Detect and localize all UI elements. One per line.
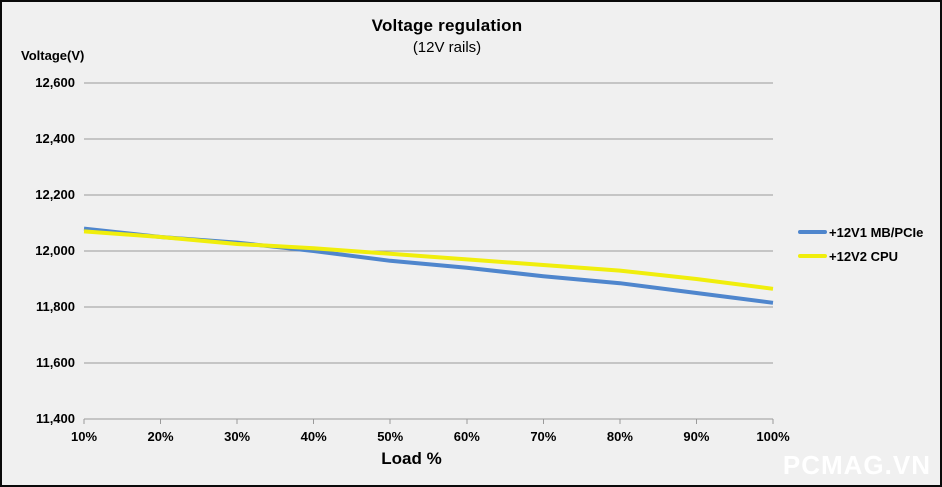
y-tick-label: 12,600 — [35, 75, 75, 90]
y-tick-label: 11,800 — [36, 299, 75, 314]
x-tick-label: 100% — [756, 429, 790, 444]
legend-item-12v2: +12V2 CPU — [798, 244, 923, 268]
series-line-12v2-cpu — [83, 229, 774, 291]
y-tick-label: 11,600 — [36, 355, 75, 370]
y-tick-label: 12,400 — [35, 131, 75, 146]
watermark: PCMAG.VN — [782, 450, 931, 480]
y-tick-label: 12,000 — [35, 243, 75, 258]
chart-title-block: Voltage regulation (12V rails) — [82, 16, 812, 56]
x-tick-label: 60% — [454, 429, 480, 444]
chart-subtitle: (12V rails) — [412, 39, 482, 56]
y-tick-label: 11,400 — [36, 411, 75, 426]
x-tick-label: 40% — [301, 429, 327, 444]
legend: +12V1 MB/PCIe +12V2 CPU — [798, 220, 923, 268]
legend-item-12v1: +12V1 MB/PCIe — [798, 220, 923, 244]
legend-line-swatch-blue — [798, 230, 827, 234]
y-tick-label: 12,200 — [35, 187, 75, 202]
x-tick-label: 20% — [148, 429, 174, 444]
chart-title: Voltage regulation — [371, 16, 523, 35]
x-tick-label: 50% — [377, 429, 403, 444]
legend-label-12v2: +12V2 CPU — [829, 248, 899, 264]
x-axis-title: Load % — [381, 449, 442, 468]
y-axis-title: Voltage(V) — [21, 48, 85, 63]
x-tick-label: 30% — [224, 429, 250, 444]
x-tick-label: 80% — [607, 429, 633, 444]
x-tick-label: 90% — [683, 429, 709, 444]
legend-line-swatch-yellow — [798, 254, 827, 258]
legend-label-12v1: +12V1 MB/PCIe — [829, 224, 924, 240]
x-tick-label: 10% — [71, 429, 97, 444]
x-tick-label: 70% — [530, 429, 556, 444]
